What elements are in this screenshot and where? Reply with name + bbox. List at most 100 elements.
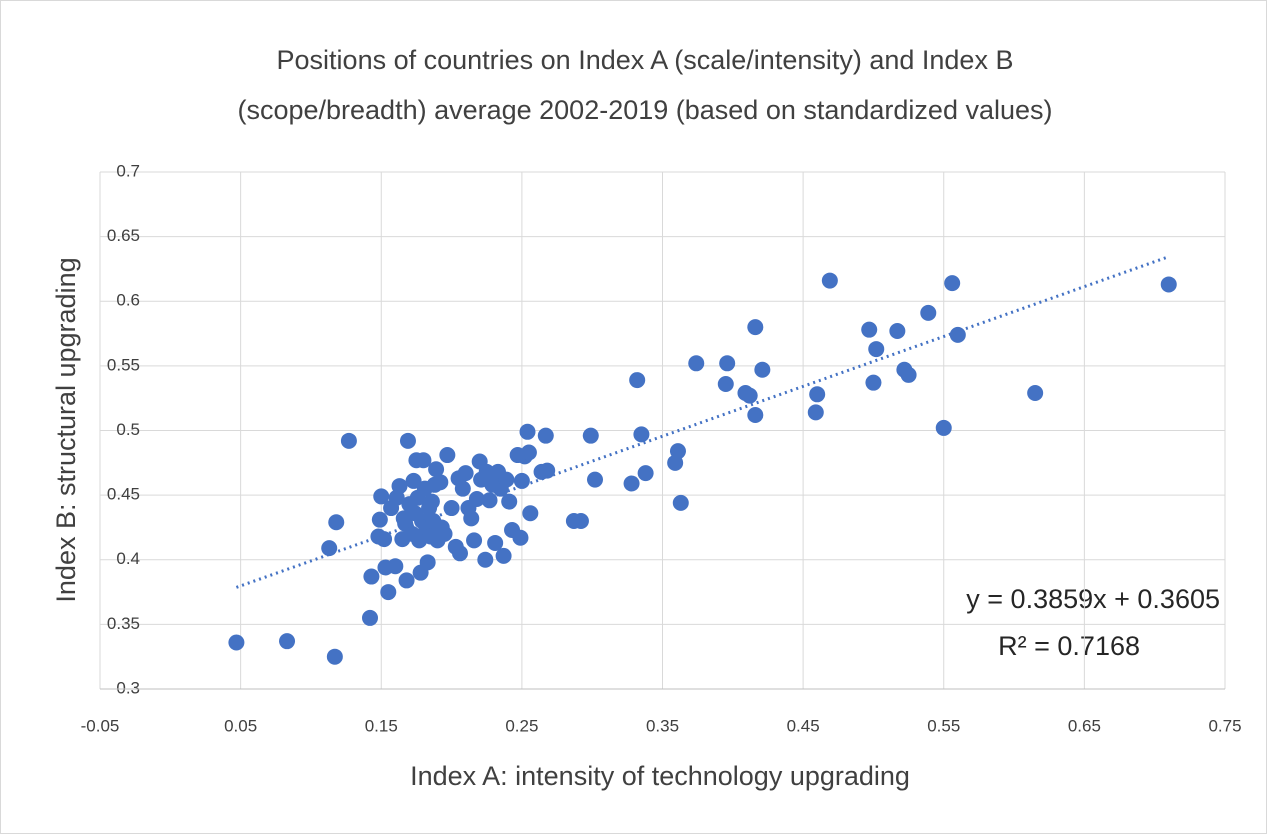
point (498, 471, 515, 488)
point (900, 366, 917, 383)
point (754, 361, 771, 378)
point (443, 500, 460, 517)
point (868, 341, 885, 358)
point (807, 404, 824, 421)
point (477, 551, 494, 568)
point (623, 475, 640, 492)
x-axis-label: Index A: intensity of technology upgradi… (410, 761, 910, 791)
y-tick-label: 0.65 (107, 226, 140, 245)
point (949, 326, 966, 343)
point (454, 480, 471, 497)
point (519, 423, 536, 440)
point (520, 444, 537, 461)
r-squared: R² = 0.7168 (998, 631, 1140, 661)
point (432, 474, 449, 491)
point (572, 512, 589, 529)
point (376, 531, 393, 548)
x-tick-label: 0.25 (505, 716, 538, 735)
point (466, 532, 483, 549)
point (633, 426, 650, 443)
point (944, 275, 961, 292)
y-tick-label: 0.55 (107, 355, 140, 374)
point (809, 386, 826, 403)
point (717, 375, 734, 392)
point (501, 493, 518, 510)
point (865, 374, 882, 391)
point (741, 387, 758, 404)
point (478, 463, 495, 480)
point (513, 472, 530, 489)
point (522, 505, 539, 522)
point (481, 492, 498, 509)
point (747, 319, 764, 336)
point (399, 432, 416, 449)
point (452, 545, 468, 562)
point (340, 432, 357, 449)
trend-equation: y = 0.3859x + 0.3605 (966, 584, 1220, 614)
point (363, 568, 380, 585)
point (468, 491, 485, 508)
y-tick-label: 0.45 (107, 485, 140, 504)
point (463, 510, 480, 527)
y-tick-label: 0.3 (116, 678, 140, 697)
point (419, 554, 436, 571)
y-tick-label: 0.35 (107, 614, 140, 633)
point (629, 372, 646, 389)
point (861, 321, 878, 338)
point (228, 634, 245, 651)
chart-title: (scope/breadth) average 2002-2019 (based… (237, 95, 1052, 125)
point (380, 584, 397, 601)
point (537, 427, 554, 444)
point (439, 447, 456, 464)
point (688, 355, 705, 372)
point (328, 514, 345, 531)
point (371, 511, 388, 528)
point (373, 488, 390, 505)
point (672, 494, 689, 511)
y-axis-label: Index B: structural upgrading (51, 257, 81, 602)
point (436, 525, 453, 542)
point (889, 322, 906, 339)
x-tick-label: 0.05 (224, 716, 257, 735)
x-tick-label: 0.75 (1208, 716, 1241, 735)
point (387, 558, 404, 575)
point (423, 493, 440, 510)
point (405, 472, 422, 489)
point (495, 547, 512, 564)
point (457, 465, 474, 482)
y-tick-label: 0.7 (116, 161, 140, 180)
point (279, 633, 296, 650)
point (398, 572, 415, 589)
point (719, 355, 736, 372)
point (582, 427, 599, 444)
point (487, 534, 504, 551)
point (637, 465, 654, 482)
point (512, 529, 529, 546)
point (821, 272, 838, 289)
y-tick-label: 0.4 (116, 549, 140, 568)
point (747, 406, 764, 423)
x-tick-label: 0.15 (365, 716, 398, 735)
point (415, 452, 432, 469)
x-tick-label: 0.45 (787, 716, 820, 735)
point (326, 648, 343, 665)
x-tick-label: 0.55 (927, 716, 960, 735)
point (539, 462, 556, 479)
point (669, 443, 686, 460)
point (935, 419, 952, 436)
y-tick-label: 0.6 (116, 291, 140, 310)
point (1160, 276, 1177, 293)
y-tick-label: 0.5 (116, 420, 140, 439)
x-tick-label: -0.05 (81, 716, 120, 735)
x-tick-label: 0.65 (1068, 716, 1101, 735)
x-tick-label: 0.35 (646, 716, 679, 735)
point (587, 471, 603, 488)
point (391, 478, 408, 495)
point (1027, 385, 1044, 402)
chart-title: Positions of countries on Index A (scale… (277, 45, 1014, 75)
point (362, 609, 378, 626)
point (428, 461, 445, 478)
point (920, 304, 937, 321)
